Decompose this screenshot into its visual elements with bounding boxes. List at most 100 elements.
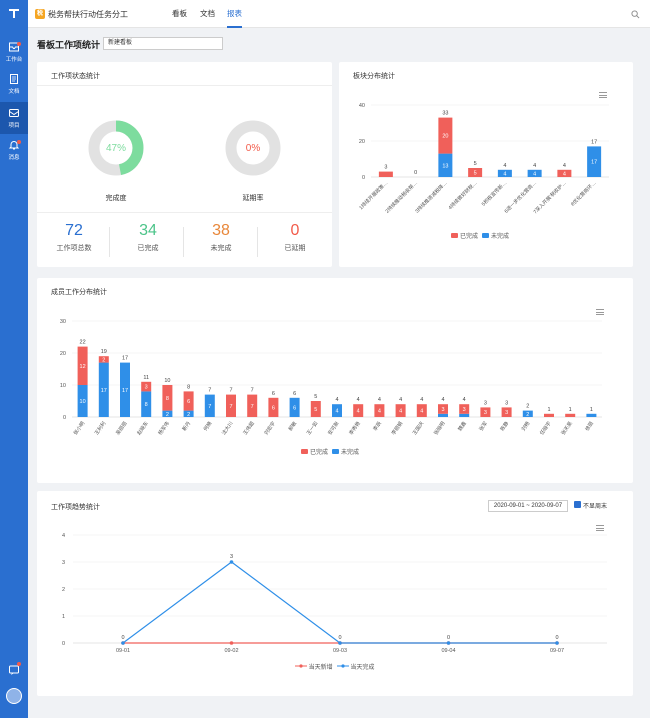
- bar-value-label: 3: [145, 385, 148, 391]
- trend-chart: 0 1 2 3 4 09-01 09-02 09-03 09-04 09-07 0 3 0 0 0: [62, 533, 607, 654]
- bar-total-label: 11: [143, 375, 149, 381]
- block-chart: 0204031持续开展政策…02持续推动税收帮…1320333持续推进减税降…5…: [358, 103, 609, 215]
- sidebar-item-project[interactable]: 项目: [0, 102, 28, 134]
- bar-total-label: 4: [533, 163, 536, 169]
- legend-item-new[interactable]: 当天新增: [295, 662, 333, 671]
- bar-undone: [120, 362, 130, 417]
- bar-total-label: 1: [569, 407, 572, 413]
- legend-swatch: [301, 449, 308, 454]
- chat-button[interactable]: [0, 660, 28, 682]
- bar-undone: [77, 385, 88, 417]
- avatar[interactable]: [6, 688, 22, 704]
- legend-line-icon: [336, 664, 349, 668]
- notification-dot: [17, 42, 21, 46]
- bar-value-label: 3: [505, 410, 508, 416]
- stat-value: 34: [139, 222, 157, 239]
- chart-legend: 已完成 未完成: [301, 447, 359, 456]
- sidebar-item-workbench[interactable]: 工作台: [0, 36, 28, 68]
- tab-reports[interactable]: 报表: [227, 0, 242, 28]
- card-header: [37, 62, 332, 86]
- bar-value-label: 3: [484, 410, 487, 416]
- divider: [109, 227, 110, 257]
- legend-label: 未完成: [491, 234, 510, 240]
- sidebar-item-docs[interactable]: 文档: [0, 68, 28, 100]
- bar-total-label: 4: [378, 397, 381, 403]
- search-icon[interactable]: [631, 10, 640, 19]
- x-tick-label: 8优化营商环…: [569, 179, 597, 207]
- bar-done: [162, 385, 173, 411]
- bar-done: [480, 407, 491, 417]
- legend-label: 未完成: [341, 450, 360, 456]
- completion-label: 完成度: [105, 195, 127, 202]
- bar-value-label: 4: [533, 171, 536, 177]
- bar-undone: [497, 169, 512, 177]
- legend-item-undone[interactable]: 未完成: [482, 231, 509, 240]
- stat-label: 已完成: [137, 245, 159, 252]
- x-tick-label: 09-02: [224, 648, 238, 654]
- x-tick-label: 安可新: [326, 420, 340, 436]
- tab-docs[interactable]: 文档: [200, 9, 215, 18]
- x-tick-label: 魏鑫: [456, 420, 467, 432]
- stat-delayed: 0 已延期: [258, 222, 332, 253]
- x-tick-label: 张军: [478, 420, 489, 432]
- bar-total-label: 10: [164, 378, 170, 384]
- inbox-icon: [9, 42, 19, 52]
- bar-value-label: 5: [314, 407, 317, 413]
- bar-value-label: 2: [102, 357, 105, 363]
- hide-weekend-checkbox[interactable]: [574, 501, 581, 508]
- data-point: [338, 641, 342, 645]
- bar-done: [416, 404, 427, 417]
- x-tick-label: 09-04: [441, 648, 455, 654]
- x-tick-label: 何楠: [202, 420, 213, 432]
- x-tick-label: 王伟超: [241, 420, 255, 436]
- date-range-picker[interactable]: 2020-09-01 ~ 2020-09-07: [488, 500, 568, 512]
- bar-total-label: 5: [474, 161, 477, 167]
- x-tick-label: 09-07: [550, 648, 564, 654]
- chart-legend: 已完成 未完成: [451, 231, 509, 240]
- y-tick-label: 0: [362, 175, 365, 181]
- divider: [257, 227, 258, 257]
- bar-value-label: 6: [293, 405, 296, 411]
- bar-total-label: 4: [563, 163, 566, 169]
- bar-undone: [522, 410, 533, 417]
- bar-done: [183, 391, 194, 411]
- data-point: [229, 560, 234, 564]
- bar-done: [247, 394, 258, 417]
- x-tick-label: 徐丽: [584, 420, 595, 432]
- bar-undone: [141, 391, 152, 417]
- legend-item-done[interactable]: 当天完成: [336, 662, 374, 671]
- bar-undone: [183, 410, 194, 417]
- x-tick-label: 09-03: [333, 648, 347, 654]
- x-tick-label: 4持续做好财税…: [447, 179, 479, 211]
- legend-label: 已完成: [310, 450, 329, 456]
- project-icon: [9, 109, 19, 117]
- bar-done: [226, 394, 236, 417]
- bar-value-label: 8: [145, 402, 148, 408]
- board-select[interactable]: 新建看板: [103, 37, 223, 50]
- data-point: [446, 641, 451, 645]
- bar-value-label: 4: [420, 409, 423, 415]
- legend-item-undone[interactable]: 未完成: [332, 447, 359, 456]
- bar-done: [310, 401, 321, 417]
- bar-done: [438, 117, 453, 154]
- bar-done: [353, 404, 364, 417]
- bar-value-label: 4: [378, 409, 381, 415]
- legend-item-done[interactable]: 已完成: [301, 447, 328, 456]
- chart-menu-icon[interactable]: [599, 92, 607, 98]
- sidebar-item-messages[interactable]: 消息: [0, 134, 28, 166]
- bar-done: [468, 168, 483, 177]
- tab-kanban[interactable]: 看板: [172, 9, 187, 18]
- sidebar-item-label: 消息: [8, 155, 20, 161]
- status-card: 工作项状态统计 47% 0% 完成度 延期率 72 工作项总数 34 已完成 3…: [37, 62, 332, 267]
- bar-value-label: 6: [272, 405, 275, 411]
- bar-value-label: 6: [187, 399, 190, 405]
- legend-item-done[interactable]: 已完成: [451, 231, 478, 240]
- chart-menu-icon[interactable]: [596, 309, 604, 315]
- card-title: 工作项状态统计: [51, 73, 100, 80]
- legend-label: 当天新增: [308, 665, 333, 671]
- chart-menu-icon[interactable]: [596, 525, 604, 531]
- x-tick-label: 吴丽丽: [115, 421, 129, 437]
- stat-done: 34 已完成: [111, 222, 185, 253]
- stat-label: 工作项总数: [56, 245, 92, 252]
- x-tick-label: 杨军伟: [157, 420, 171, 436]
